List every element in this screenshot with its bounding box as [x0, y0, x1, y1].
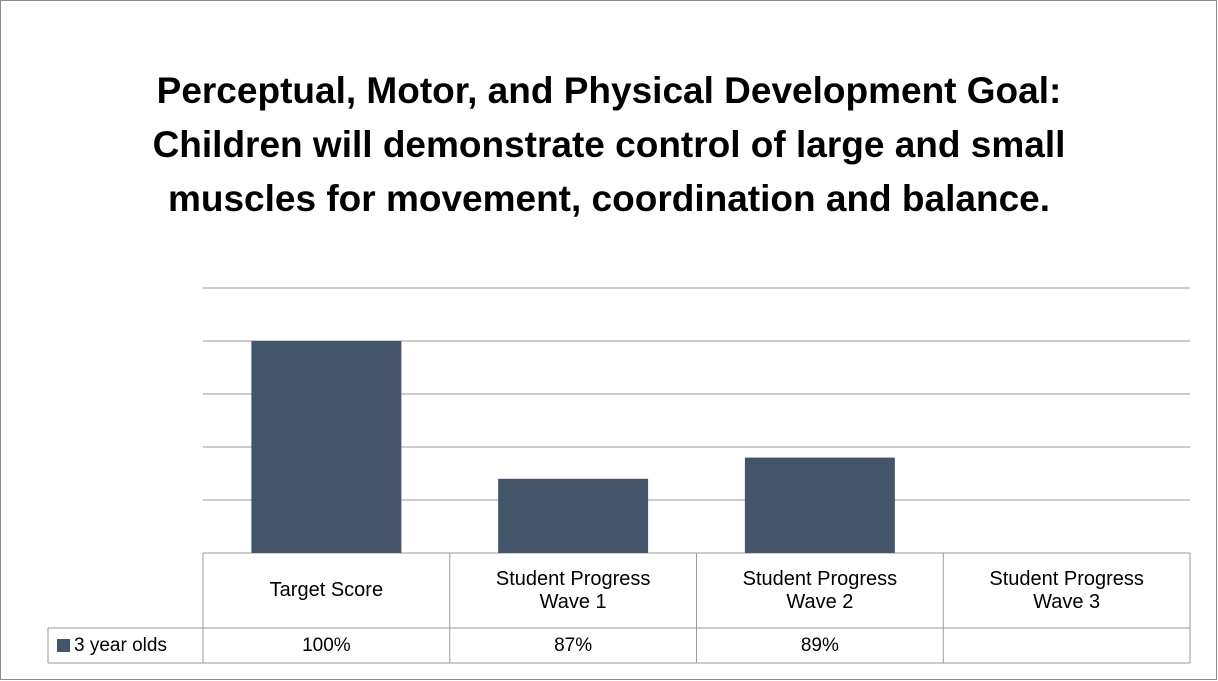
bar	[744, 457, 895, 553]
bar	[251, 341, 402, 553]
chart-title: Perceptual, Motor, and Physical Developm…	[152, 70, 1066, 219]
legend-swatch	[57, 639, 70, 652]
data-label: 100%	[302, 634, 351, 656]
data-label: 89%	[800, 634, 839, 656]
category-label: Student Progress Wave 1	[495, 567, 651, 613]
category-label: Student Progress Wave 3	[989, 567, 1144, 613]
category-label: Target Score	[269, 579, 384, 601]
legend-label: 3 year olds	[74, 634, 167, 656]
category-label: Student Progress Wave 2	[742, 567, 898, 613]
data-label: 87%	[554, 634, 593, 656]
bar	[498, 478, 649, 553]
